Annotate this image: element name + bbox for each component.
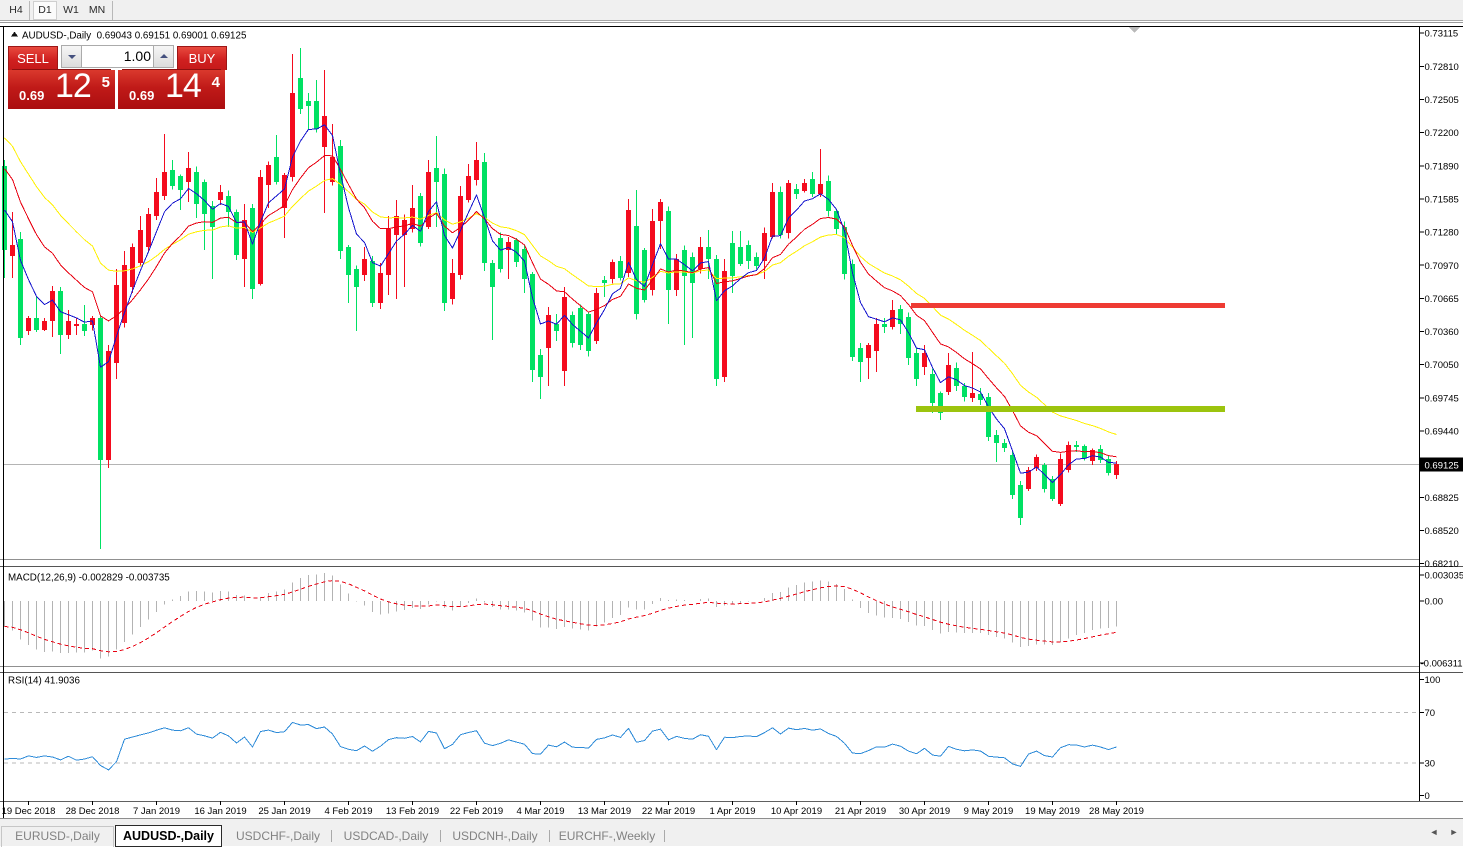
svg-text:0: 0	[1425, 791, 1430, 802]
svg-text:0.73115: 0.73115	[1425, 29, 1459, 40]
svg-text:-0.006311: -0.006311	[1421, 659, 1463, 670]
svg-text:10 Apr 2019: 10 Apr 2019	[771, 806, 822, 817]
svg-text:0.72505: 0.72505	[1425, 95, 1459, 106]
svg-text:7 Jan 2019: 7 Jan 2019	[133, 806, 180, 817]
svg-text:22 Mar 2019: 22 Mar 2019	[642, 806, 695, 817]
svg-text:0.72810: 0.72810	[1425, 62, 1459, 73]
svg-text:0.69745: 0.69745	[1425, 393, 1459, 404]
svg-text:21 Apr 2019: 21 Apr 2019	[835, 806, 886, 817]
svg-text:0.70360: 0.70360	[1425, 327, 1459, 338]
svg-text:MACD(12,26,9) -0.002829 -0.003: MACD(12,26,9) -0.002829 -0.003735	[8, 573, 170, 584]
svg-text:4 Feb 2019: 4 Feb 2019	[324, 806, 372, 817]
svg-text:0.69440: 0.69440	[1425, 427, 1459, 438]
svg-text:0.72200: 0.72200	[1425, 128, 1459, 139]
svg-text:100: 100	[1425, 675, 1441, 686]
svg-text:0.68825: 0.68825	[1425, 493, 1459, 504]
svg-text:28 Dec 2018: 28 Dec 2018	[66, 806, 120, 817]
svg-text:0.70050: 0.70050	[1425, 360, 1459, 371]
svg-text:0.70970: 0.70970	[1425, 261, 1459, 272]
svg-text:0.68520: 0.68520	[1425, 526, 1459, 537]
svg-text:0.70665: 0.70665	[1425, 294, 1459, 305]
svg-text:30 Apr 2019: 30 Apr 2019	[899, 806, 950, 817]
svg-text:0.68210: 0.68210	[1425, 559, 1459, 570]
svg-text:25 Jan 2019: 25 Jan 2019	[258, 806, 310, 817]
svg-text:0.003035: 0.003035	[1425, 571, 1463, 582]
svg-text:9 May 2019: 9 May 2019	[964, 806, 1014, 817]
svg-text:0.71280: 0.71280	[1425, 228, 1459, 239]
svg-text:13 Mar 2019: 13 Mar 2019	[578, 806, 631, 817]
svg-text:16 Jan 2019: 16 Jan 2019	[194, 806, 246, 817]
svg-text:28 May 2019: 28 May 2019	[1089, 806, 1144, 817]
svg-text:AUDUSD-,Daily 0.69043 0.69151: AUDUSD-,Daily 0.69043 0.69151 0.69001 0.…	[22, 31, 247, 42]
svg-text:RSI(14) 41.9036: RSI(14) 41.9036	[8, 676, 80, 687]
svg-text:19 Dec 2018: 19 Dec 2018	[2, 806, 56, 817]
svg-text:22 Feb 2019: 22 Feb 2019	[450, 806, 503, 817]
svg-text:19 May 2019: 19 May 2019	[1025, 806, 1080, 817]
svg-text:1 Apr 2019: 1 Apr 2019	[710, 806, 756, 817]
svg-text:0.71585: 0.71585	[1425, 194, 1459, 205]
svg-text:4 Mar 2019: 4 Mar 2019	[516, 806, 564, 817]
svg-text:13 Feb 2019: 13 Feb 2019	[386, 806, 439, 817]
svg-text:0.69125: 0.69125	[1425, 460, 1459, 471]
svg-text:0.71890: 0.71890	[1425, 161, 1459, 172]
svg-text:70: 70	[1425, 708, 1436, 719]
svg-text:0.00: 0.00	[1425, 597, 1444, 608]
svg-text:30: 30	[1425, 759, 1436, 770]
